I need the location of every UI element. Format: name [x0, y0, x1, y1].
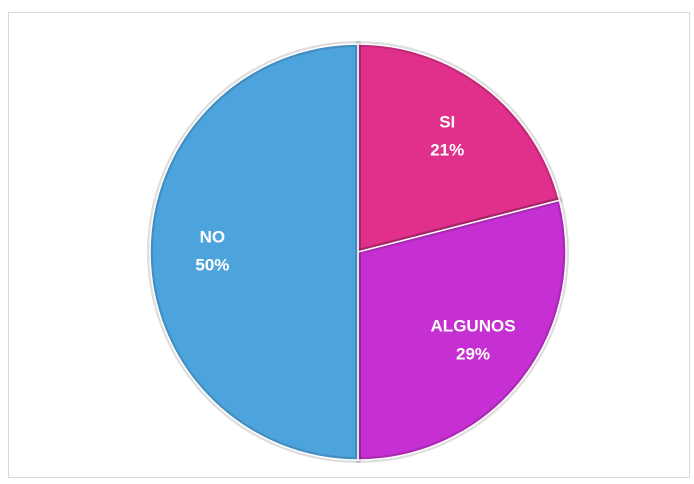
pie-slice-outline: [357, 43, 561, 253]
slice-value-label: 50%: [195, 255, 229, 274]
pie-slice: [150, 44, 358, 460]
pie-slice-outline: [149, 43, 359, 461]
pie-slice-outline: [357, 199, 567, 461]
pie-slice: [358, 44, 560, 252]
slice-value-label: 21%: [430, 140, 464, 159]
slice-label: ALGUNOS: [431, 317, 516, 336]
slice-label: NO: [200, 227, 226, 246]
slice-label: SI: [439, 112, 455, 131]
pie-slice: [358, 200, 566, 460]
slice-value-label: 29%: [456, 345, 490, 364]
